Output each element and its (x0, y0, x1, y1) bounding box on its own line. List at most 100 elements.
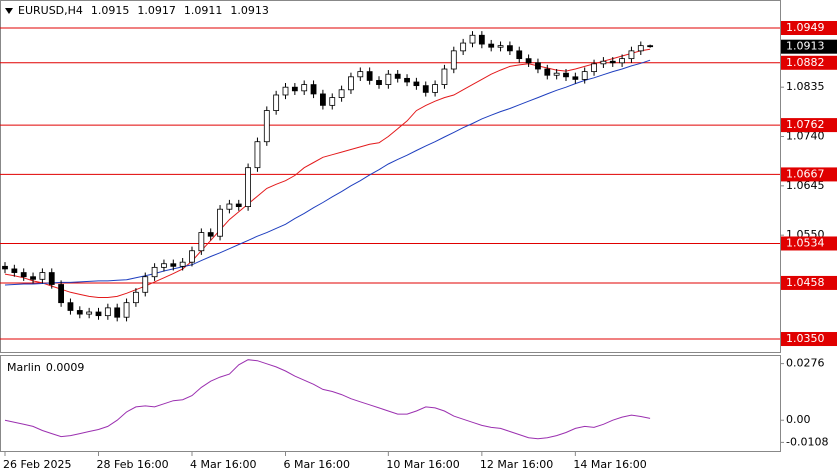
candle-body (535, 62, 541, 70)
candle-body (114, 307, 121, 318)
candle-body (76, 310, 83, 315)
header-low: 1.0911 (184, 4, 223, 17)
candle-body (385, 73, 392, 85)
symbol: EURUSD,H4 (18, 4, 83, 17)
y-tick-label: 1.0645 (786, 179, 825, 192)
last-price-tag (781, 39, 837, 54)
last-price-label: 1.0913 (786, 40, 825, 53)
candle-body (506, 45, 513, 52)
menu-arrow[interactable] (5, 8, 13, 14)
candle-body (591, 63, 597, 73)
candle-body (161, 263, 167, 268)
x-tick-label: 26 Feb 2025 (3, 458, 71, 471)
chart-header: EURUSD,H4 1.0915 1.0917 1.0911 1.0913 (18, 4, 269, 17)
candle-body (366, 71, 373, 81)
candle-body (376, 80, 382, 85)
level-label: 1.0882 (786, 56, 825, 69)
candle-body (581, 71, 588, 80)
candle-body (497, 45, 504, 48)
oscillator-panel (0, 355, 781, 452)
moving-average (4, 59, 651, 286)
level-tag (781, 167, 837, 182)
y-tick-label: 1.0835 (786, 80, 825, 93)
candle-body (235, 203, 242, 208)
y-tick-label: -0.0108 (786, 435, 828, 448)
y-tick-label: 1.0740 (786, 130, 825, 143)
oscillator-value: 0.0009 (46, 361, 85, 374)
candle-body (563, 72, 569, 78)
candle-body (123, 302, 130, 318)
level-label: 1.0949 (786, 21, 825, 34)
level-label: 1.0458 (786, 276, 825, 289)
x-tick-label: 28 Feb 16:00 (97, 458, 169, 471)
candle-body (525, 58, 532, 64)
candle-body (20, 272, 27, 278)
candle-body (245, 167, 252, 208)
candle-body (422, 85, 429, 93)
candle-body (357, 71, 364, 78)
candle-body (432, 84, 439, 93)
candle-body (469, 34, 476, 44)
candle-body (198, 232, 205, 252)
candle-body (478, 34, 485, 45)
x-tick-label: 12 Mar 16:00 (480, 458, 553, 471)
candle-body (226, 203, 233, 210)
oscillator-line (4, 359, 651, 440)
candle-body (544, 68, 551, 76)
candle-body (553, 72, 560, 76)
x-tick-label: 14 Mar 16:00 (573, 458, 646, 471)
candle-body (207, 232, 214, 237)
candle-body (460, 42, 467, 52)
candle-body (86, 311, 93, 315)
candle-body (39, 272, 46, 280)
candle-body (151, 266, 158, 278)
candle-body (319, 93, 326, 106)
candle-body (263, 110, 270, 143)
candle-body (48, 272, 55, 285)
candle-body (273, 94, 280, 111)
x-tick-label: 6 Mar 16:00 (284, 458, 350, 471)
candle-body (619, 58, 625, 64)
candle-body (282, 86, 289, 96)
header-high: 1.0917 (137, 4, 176, 17)
candle-body (338, 89, 345, 98)
y-tick-label: 0.00 (786, 413, 811, 426)
candle-body (2, 265, 8, 270)
candle-body (254, 141, 261, 169)
candle-body (637, 45, 644, 52)
candle-body (404, 77, 410, 83)
level-tag (781, 118, 837, 133)
oscillator-header: Marlin 0.0009 (7, 361, 84, 374)
candle-body (628, 50, 635, 60)
candle-body (104, 307, 111, 317)
candle-body (310, 84, 317, 95)
candle-body (170, 263, 177, 267)
candle-body (600, 60, 607, 65)
level-label: 1.0534 (786, 236, 825, 249)
candle-body (413, 81, 420, 87)
candle-body (572, 76, 579, 80)
candle-body (179, 261, 186, 267)
candle-body (394, 73, 401, 79)
candle-body (329, 97, 336, 106)
y-tick-label: 0.0276 (786, 357, 825, 370)
candle-body (348, 76, 354, 91)
candle-body (67, 302, 74, 311)
header-close: 1.0913 (230, 4, 269, 17)
candle-body (95, 311, 102, 317)
candle-body (217, 208, 223, 237)
level-tag (781, 55, 837, 70)
candle-body (609, 60, 616, 64)
level-tag (781, 236, 837, 251)
level-tag (781, 275, 837, 290)
candle-body (11, 268, 18, 273)
x-tick-label: 4 Mar 16:00 (190, 458, 256, 471)
candle-body (58, 284, 64, 304)
candle-body (441, 68, 448, 85)
moving-average (4, 48, 651, 298)
candle-body (30, 276, 36, 280)
level-tag (781, 21, 837, 35)
x-tick-label: 10 Mar 16:00 (386, 458, 459, 471)
level-tag (781, 332, 837, 347)
